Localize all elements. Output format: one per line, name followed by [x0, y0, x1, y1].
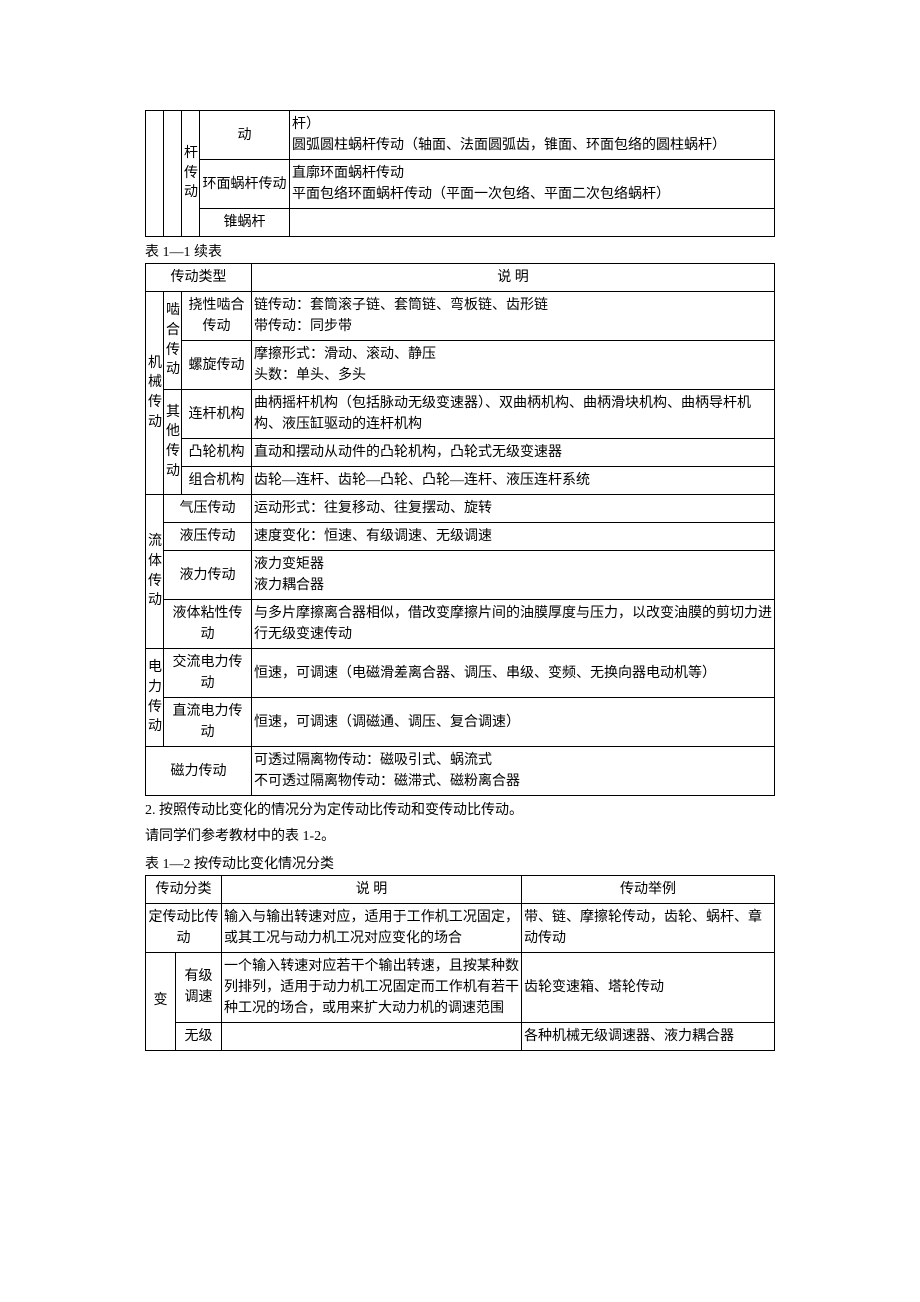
cell: 摩擦形式：滑动、滚动、静压 头数：单头、多头 [252, 341, 775, 390]
cell [164, 111, 182, 237]
header-cell: 说 明 [222, 875, 522, 903]
cell: 直动和摆动从动件的凸轮机构，凸轮式无级变速器 [252, 439, 775, 467]
table-header-row: 传动类型 说 明 [146, 264, 775, 292]
header-cell: 说 明 [252, 264, 775, 292]
cell: 连杆机构 [182, 390, 252, 439]
cell: 定传动比传动 [146, 903, 222, 952]
cell: 各种机械无级调速器、液力耦合器 [522, 1022, 775, 1050]
cell: 输入与输出转速对应，适用于工作机工况固定，或其工况与动力机工况对应变化的场合 [222, 903, 522, 952]
cell: 锥蜗杆 [200, 209, 290, 237]
cell: 直流电力传动 [164, 698, 252, 747]
cell: 速度变化：恒速、有级调速、无级调速 [252, 523, 775, 551]
cell: 液压传动 [164, 523, 252, 551]
cell [290, 209, 775, 237]
table-row: 磁力传动 可透过隔离物传动：磁吸引式、蜗流式 不可透过隔离物传动：磁滞式、磁粉离… [146, 747, 775, 796]
cell: 液力传动 [164, 551, 252, 600]
table-row: 液力传动 液力变矩器 液力耦合器 [146, 551, 775, 600]
cell: 气压传动 [164, 495, 252, 523]
cell: 啮合传动 [164, 292, 182, 390]
cell: 齿轮变速箱、塔轮传动 [522, 952, 775, 1022]
table2-caption: 表 1—2 按传动比变化情况分类 [145, 853, 775, 873]
cell: 机械传动 [146, 292, 164, 495]
cell: 液体粘性传动 [164, 600, 252, 649]
cell: 运动形式：往复移动、往复摆动、旋转 [252, 495, 775, 523]
table-row: 变 有级调速 一个输入转速对应若干个输出转速，且按某种数列排列，适用于动力机工况… [146, 952, 775, 1022]
table2: 传动分类 说 明 传动举例 定传动比传动 输入与输出转速对应，适用于工作机工况固… [145, 875, 775, 1051]
table1: 传动类型 说 明 机械传动 啮合传动 挠性啮合传动 链传动：套筒滚子链、套筒链、… [145, 263, 775, 796]
table-row: 锥蜗杆 [146, 209, 775, 237]
cell: 恒速，可调速（调磁通、调压、复合调速） [252, 698, 775, 747]
cell: 直廓环面蜗杆传动 平面包络环面蜗杆传动（平面一次包络、平面二次包络蜗杆） [290, 160, 775, 209]
cell: 杆传动 [182, 111, 200, 237]
table-row: 其他传动 连杆机构 曲柄摇杆机构（包括脉动无级变速器）、双曲柄机构、曲柄滑块机构… [146, 390, 775, 439]
cell: 螺旋传动 [182, 341, 252, 390]
body-text-1: 2. 按照传动比变化的情况分为定传动比传动和变传动比传动。 [145, 800, 775, 822]
table-row: 电力传动 交流电力传动 恒速，可调速（电磁滑差离合器、调压、串级、变频、无换向器… [146, 649, 775, 698]
table-row: 组合机构 齿轮—连杆、齿轮—凸轮、凸轮—连杆、液压连杆系统 [146, 467, 775, 495]
header-cell: 传动举例 [522, 875, 775, 903]
table-header-row: 传动分类 说 明 传动举例 [146, 875, 775, 903]
cell: 挠性啮合传动 [182, 292, 252, 341]
table-row: 流体传动 气压传动 运动形式：往复移动、往复摆动、旋转 [146, 495, 775, 523]
cell: 交流电力传动 [164, 649, 252, 698]
cell: 有级调速 [176, 952, 222, 1022]
cell: 磁力传动 [146, 747, 252, 796]
cell: 组合机构 [182, 467, 252, 495]
table-row: 液压传动 速度变化：恒速、有级调速、无级调速 [146, 523, 775, 551]
table-row: 无级 各种机械无级调速器、液力耦合器 [146, 1022, 775, 1050]
table-row: 液体粘性传动 与多片摩擦离合器相似，借改变摩擦片间的油膜厚度与压力，以改变油膜的… [146, 600, 775, 649]
cell: 链传动：套筒滚子链、套筒链、弯板链、齿形链 带传动：同步带 [252, 292, 775, 341]
table-row: 直流电力传动 恒速，可调速（调磁通、调压、复合调速） [146, 698, 775, 747]
cell: 与多片摩擦离合器相似，借改变摩擦片间的油膜厚度与压力，以改变油膜的剪切力进行无级… [252, 600, 775, 649]
cell: 动 [200, 111, 290, 160]
cell: 可透过隔离物传动：磁吸引式、蜗流式 不可透过隔离物传动：磁滞式、磁粉离合器 [252, 747, 775, 796]
cell: 电力传动 [146, 649, 164, 747]
table-row: 杆传动 动 杆） 圆弧圆柱蜗杆传动（轴面、法面圆弧齿，锥面、环面包络的圆柱蜗杆） [146, 111, 775, 160]
header-cell: 传动分类 [146, 875, 222, 903]
cell [222, 1022, 522, 1050]
cell: 无级 [176, 1022, 222, 1050]
table1-caption: 表 1—1 续表 [145, 241, 775, 261]
table-row: 定传动比传动 输入与输出转速对应，适用于工作机工况固定，或其工况与动力机工况对应… [146, 903, 775, 952]
cell: 杆） 圆弧圆柱蜗杆传动（轴面、法面圆弧齿，锥面、环面包络的圆柱蜗杆） [290, 111, 775, 160]
cell: 凸轮机构 [182, 439, 252, 467]
body-text-2: 请同学们参考教材中的表 1-2。 [145, 826, 775, 848]
top-fragment-table: 杆传动 动 杆） 圆弧圆柱蜗杆传动（轴面、法面圆弧齿，锥面、环面包络的圆柱蜗杆）… [145, 110, 775, 237]
cell: 恒速，可调速（电磁滑差离合器、调压、串级、变频、无换向器电动机等） [252, 649, 775, 698]
cell: 齿轮—连杆、齿轮—凸轮、凸轮—连杆、液压连杆系统 [252, 467, 775, 495]
cell [146, 111, 164, 237]
cell: 变 [146, 952, 176, 1050]
cell: 液力变矩器 液力耦合器 [252, 551, 775, 600]
table-row: 环面蜗杆传动 直廓环面蜗杆传动 平面包络环面蜗杆传动（平面一次包络、平面二次包络… [146, 160, 775, 209]
header-cell: 传动类型 [146, 264, 252, 292]
table-row: 凸轮机构 直动和摆动从动件的凸轮机构，凸轮式无级变速器 [146, 439, 775, 467]
cell: 其他传动 [164, 390, 182, 495]
cell: 曲柄摇杆机构（包括脉动无级变速器）、双曲柄机构、曲柄滑块机构、曲柄导杆机构、液压… [252, 390, 775, 439]
cell: 带、链、摩擦轮传动，齿轮、蜗杆、章动传动 [522, 903, 775, 952]
cell: 一个输入转速对应若干个输出转速，且按某种数列排列，适用于动力机工况固定而工作机有… [222, 952, 522, 1022]
table-row: 机械传动 啮合传动 挠性啮合传动 链传动：套筒滚子链、套筒链、弯板链、齿形链 带… [146, 292, 775, 341]
cell: 环面蜗杆传动 [200, 160, 290, 209]
cell: 流体传动 [146, 495, 164, 649]
table-row: 螺旋传动 摩擦形式：滑动、滚动、静压 头数：单头、多头 [146, 341, 775, 390]
